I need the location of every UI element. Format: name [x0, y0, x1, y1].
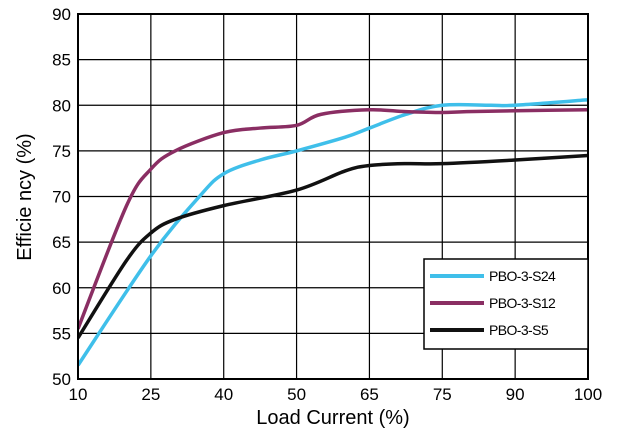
x-tick-label: 10 — [69, 385, 88, 404]
y-tick-label: 80 — [52, 96, 71, 115]
legend-label-1: PBO-3-S12 — [489, 295, 556, 311]
x-tick-labels: 10 25 40 50 65 75 90 100 — [69, 385, 603, 404]
y-tick-label: 90 — [52, 5, 71, 24]
x-axis-title: Load Current (%) — [256, 407, 409, 429]
y-tick-label: 85 — [52, 51, 71, 70]
x-tick-label: 90 — [506, 385, 525, 404]
y-tick-label: 70 — [52, 188, 71, 207]
y-tick-label: 60 — [52, 279, 71, 298]
plot-frame — [77, 13, 589, 380]
x-tick-label: 40 — [214, 385, 233, 404]
legend: PBO-3-S24 PBO-3-S12 PBO-3-S5 — [423, 258, 589, 350]
y-tick-label: 75 — [52, 142, 71, 161]
x-tick-label: 65 — [360, 385, 379, 404]
y-tick-label: 55 — [52, 324, 71, 343]
legend-label-0: PBO-3-S24 — [489, 268, 556, 284]
series-line-0 — [78, 98, 588, 367]
x-tick-label: 100 — [574, 385, 602, 404]
y-tick-label: 50 — [52, 370, 71, 389]
y-tick-labels: 50 55 60 65 70 75 80 85 90 — [52, 5, 71, 389]
series-line-1 — [78, 107, 588, 330]
y-axis-title: Efficie ncy (%) — [14, 133, 36, 260]
x-tick-label: 75 — [433, 385, 452, 404]
legend-label-2: PBO-3-S5 — [489, 322, 549, 338]
x-tick-label: 50 — [287, 385, 306, 404]
x-tick-label: 25 — [141, 385, 160, 404]
series-line-2 — [78, 153, 588, 339]
series-lines — [78, 98, 588, 367]
y-tick-label: 65 — [52, 233, 71, 252]
